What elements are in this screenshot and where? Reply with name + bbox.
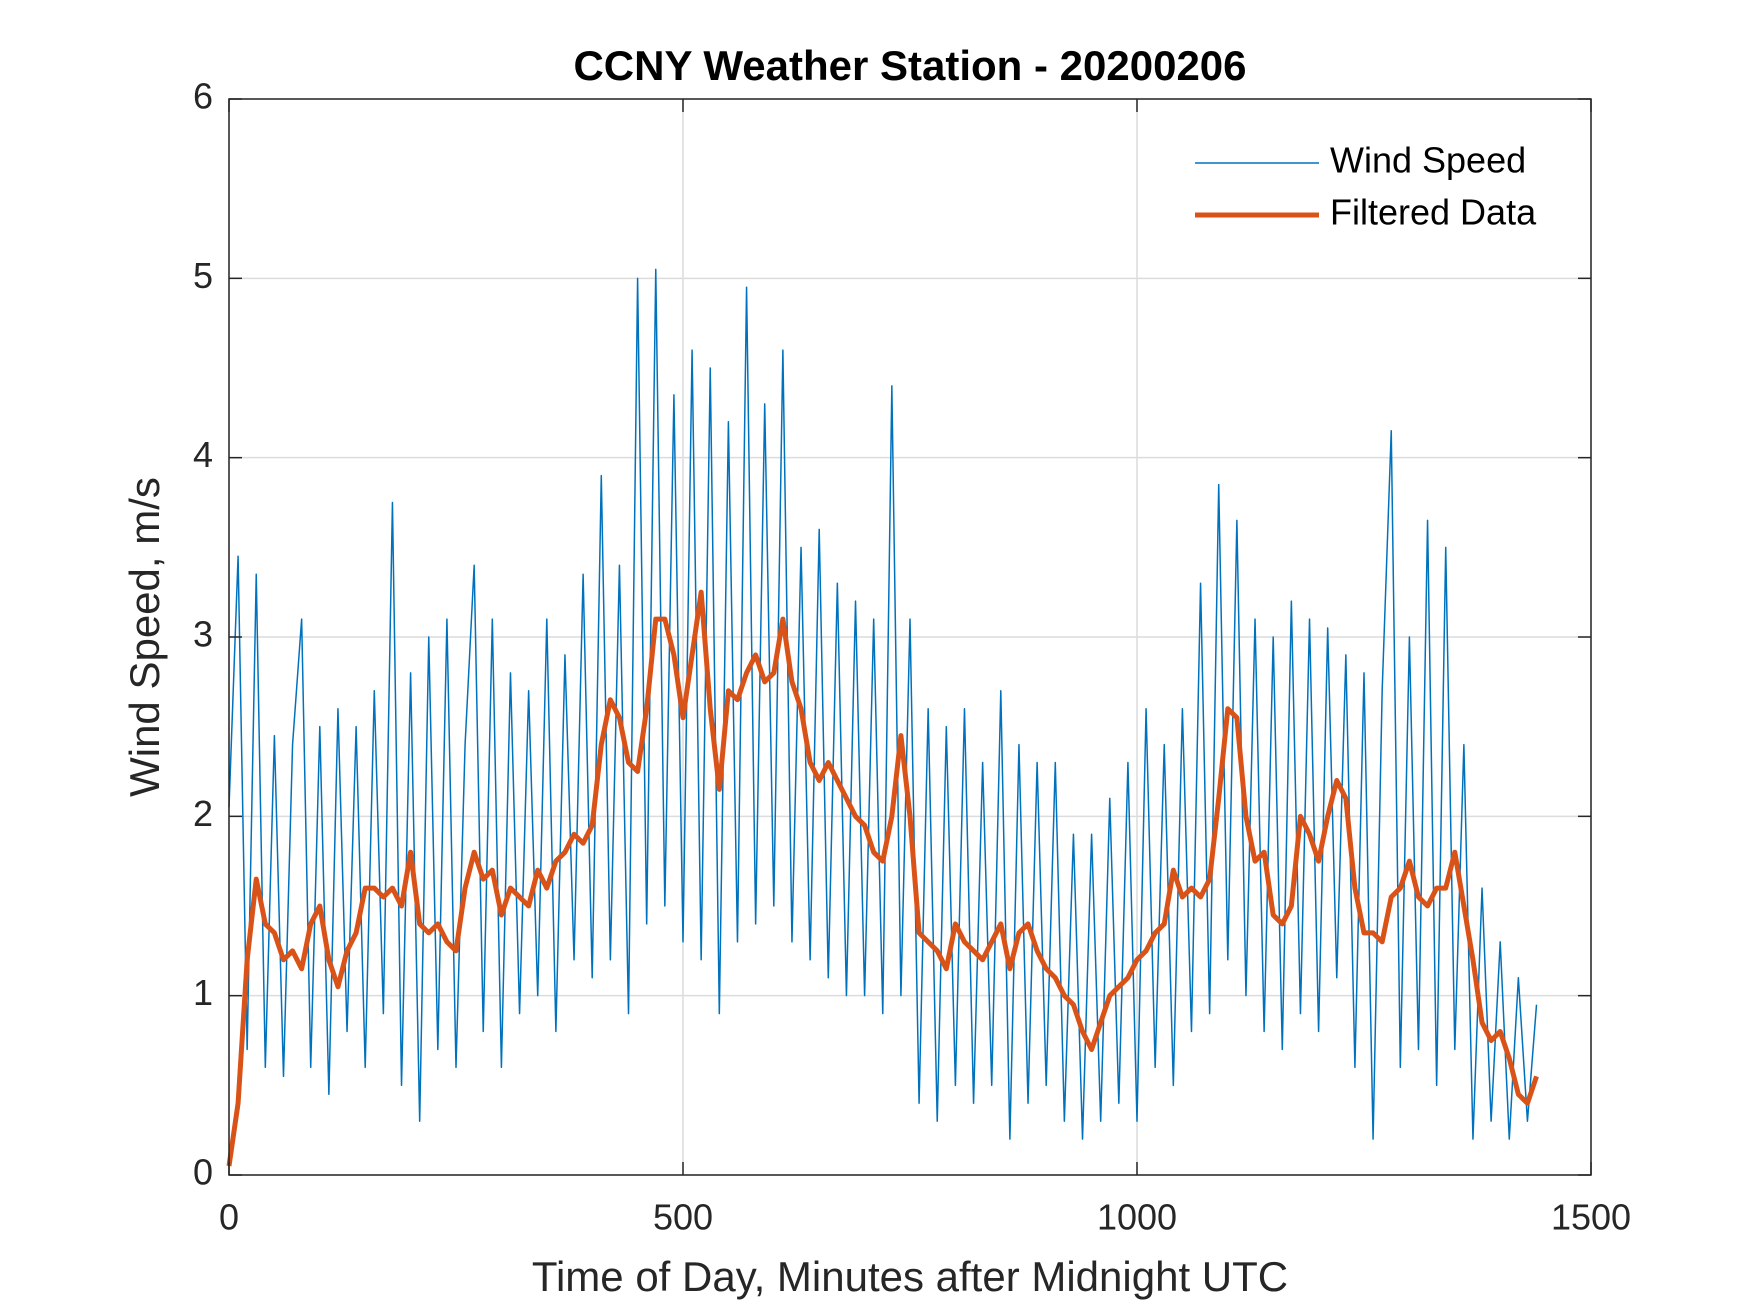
legend-label: Filtered Data <box>1330 192 1537 233</box>
x-tick-label: 1000 <box>1097 1197 1177 1238</box>
series-line <box>226 589 1539 1167</box>
y-tick-label: 2 <box>193 793 213 834</box>
legend-label: Wind Speed <box>1330 140 1526 181</box>
series-line <box>228 268 1538 1140</box>
y-tick-label: 3 <box>193 614 213 655</box>
y-tick-label: 5 <box>193 255 213 296</box>
x-axis-label: Time of Day, Minutes after Midnight UTC <box>532 1253 1288 1300</box>
x-tick-label: 1500 <box>1551 1197 1631 1238</box>
chart-title: CCNY Weather Station - 20200206 <box>573 42 1246 89</box>
x-tick-label: 0 <box>219 1197 239 1238</box>
x-tick-label: 500 <box>653 1197 713 1238</box>
y-tick-label: 6 <box>193 76 213 117</box>
plot-area <box>226 268 1539 1167</box>
y-tick-label: 4 <box>193 434 213 475</box>
ticks: 0 500 1000 1500 0 1 2 3 4 5 6 <box>193 76 1631 1238</box>
legend: Wind Speed Filtered Data <box>1195 140 1537 233</box>
y-tick-label: 1 <box>193 972 213 1013</box>
y-axis-label: Wind Speed, m/s <box>121 477 168 797</box>
y-tick-label: 0 <box>193 1152 213 1193</box>
